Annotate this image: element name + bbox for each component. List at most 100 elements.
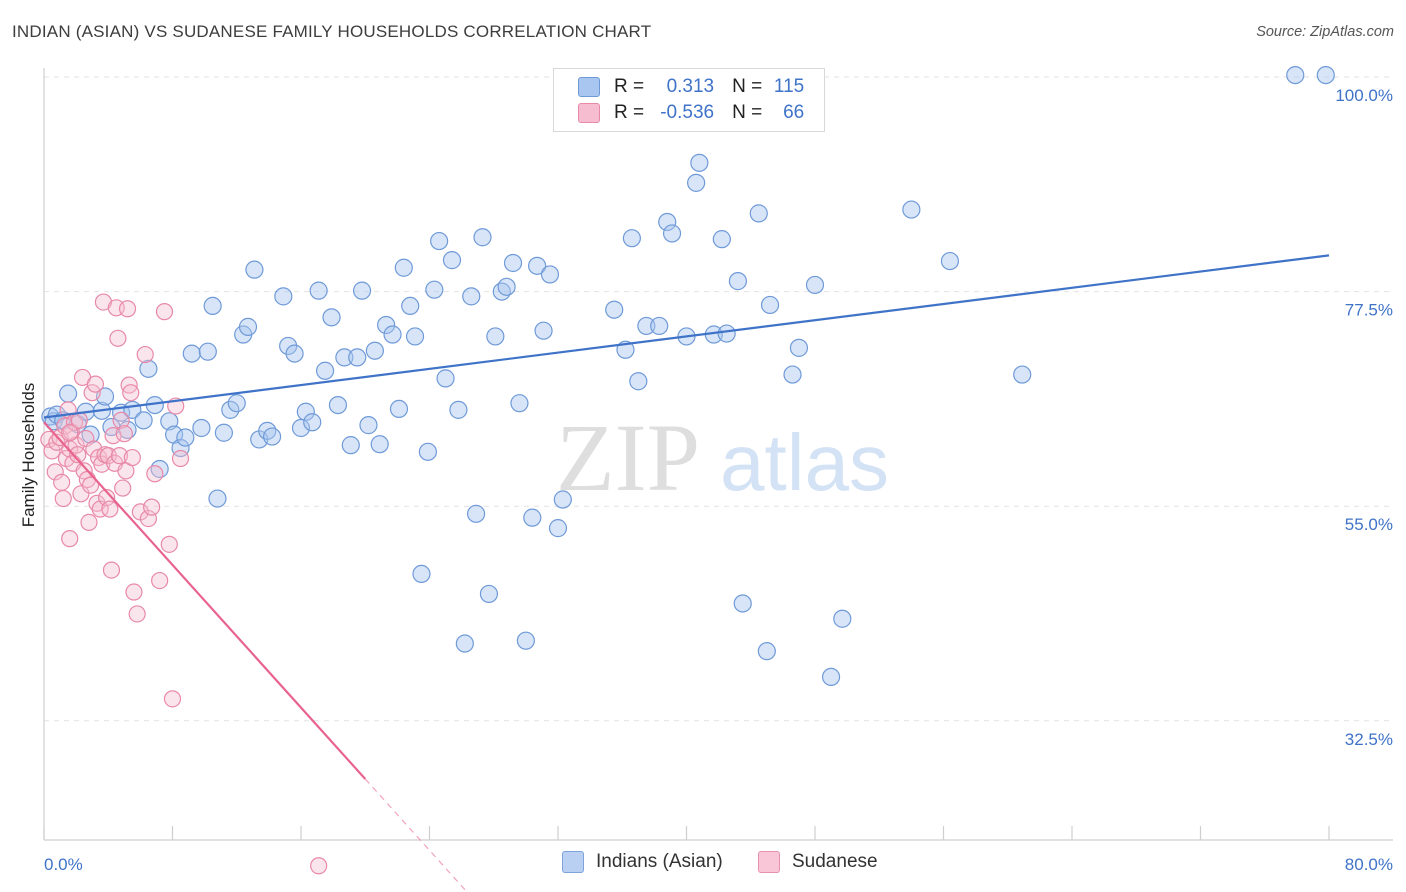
point-indians-asian	[58, 384, 78, 403]
point-indians-asian	[274, 287, 293, 306]
trend-line-sudanese	[43, 421, 367, 780]
point-indians-asian	[534, 321, 553, 340]
bottom-legend-label-indians: Indians (Asian)	[596, 851, 723, 872]
point-indians-asian	[377, 315, 396, 335]
point-indians-asian	[629, 372, 648, 391]
x-tick-label-min: 0.0%	[44, 855, 83, 874]
trend-line-indians-asian	[43, 254, 1330, 419]
point-sudanese	[80, 513, 98, 532]
point-sudanese	[61, 530, 79, 548]
point-sudanese	[310, 857, 328, 875]
y-tick-label: 100.0%	[1335, 86, 1393, 105]
point-indians-asian	[365, 341, 384, 360]
point-sudanese	[171, 449, 190, 468]
point-indians-asian	[227, 394, 246, 413]
point-sudanese	[110, 447, 129, 465]
point-indians-asian	[760, 295, 780, 315]
point-indians-asian	[309, 281, 328, 300]
point-indians-asian	[479, 584, 499, 604]
point-sudanese	[125, 583, 143, 601]
point-indians-asian	[728, 272, 748, 291]
point-indians-asian	[712, 230, 731, 249]
bottom-legend-sudanese: Sudanese	[758, 851, 878, 873]
point-indians-asian	[221, 400, 240, 419]
point-indians-asian	[405, 327, 425, 346]
point-indians-asian	[182, 344, 201, 363]
point-sudanese	[61, 424, 79, 442]
point-indians-asian	[322, 308, 341, 327]
legend-swatch-indians	[578, 77, 600, 97]
y-tick-label: 77.5%	[1345, 301, 1393, 320]
point-indians-asian	[717, 324, 736, 343]
y-tick-label: 32.5%	[1345, 730, 1393, 749]
point-indians-asian	[455, 634, 474, 653]
point-indians-asian	[430, 231, 449, 251]
bottom-legend-swatch-indians	[562, 851, 584, 873]
grid-lines	[44, 76, 1393, 722]
point-indians-asian	[418, 442, 437, 461]
point-sudanese	[46, 463, 64, 481]
point-indians-asian	[258, 421, 277, 440]
point-indians-asian	[203, 296, 222, 315]
point-indians-asian	[503, 253, 523, 273]
point-indians-asian	[150, 459, 169, 479]
point-indians-asian	[1013, 365, 1032, 384]
point-indians-asian	[462, 287, 481, 306]
point-sudanese	[101, 500, 119, 518]
point-sudanese	[81, 476, 100, 494]
point-indians-asian	[160, 412, 179, 431]
point-indians-asian	[805, 275, 825, 295]
point-indians-asian	[473, 228, 492, 247]
trend-lines	[43, 254, 1330, 892]
point-indians-asian	[192, 418, 211, 438]
point-indians-asian	[389, 399, 409, 419]
point-sudanese	[128, 605, 146, 623]
point-indians-asian	[605, 300, 624, 319]
point-sudanese	[118, 300, 137, 318]
y-tick-label: 55.0%	[1345, 515, 1393, 534]
point-sudanese	[136, 345, 154, 364]
watermark-zip: ZIP	[556, 404, 700, 511]
point-sudanese	[93, 455, 111, 473]
point-sudanese	[54, 489, 72, 508]
point-sudanese	[123, 448, 141, 467]
x-ticks	[43, 826, 1330, 840]
bottom-legend-indians: Indians (Asian)	[562, 851, 723, 873]
point-indians-asian	[662, 224, 682, 243]
point-sudanese	[43, 442, 61, 460]
point-indians-asian	[352, 281, 372, 300]
point-indians-asian	[510, 394, 529, 413]
point-indians-asian	[637, 316, 656, 336]
series-sudanese	[40, 293, 328, 875]
point-indians-asian	[516, 631, 535, 650]
y-axis-label: Family Households	[19, 383, 38, 528]
point-indians-asian	[134, 411, 153, 430]
point-indians-asian	[528, 256, 547, 275]
point-indians-asian	[940, 251, 960, 271]
point-indians-asian	[749, 204, 768, 223]
point-indians-asian	[902, 200, 921, 219]
point-indians-asian	[497, 277, 516, 296]
legend-n-value: 66	[783, 102, 805, 123]
legend-r-label: R =	[614, 102, 645, 123]
point-indians-asian	[757, 642, 776, 661]
point-indians-asian	[348, 348, 367, 367]
bottom-legend-swatch-sudanese	[758, 851, 780, 873]
point-indians-asian	[208, 489, 227, 508]
point-indians-asian	[789, 338, 809, 357]
point-indians-asian	[95, 387, 115, 406]
series-indians-asian	[41, 65, 1335, 687]
point-indians-asian	[1286, 65, 1305, 85]
legend-swatch-sudanese	[578, 103, 600, 123]
watermark-atlas: atlas	[720, 418, 889, 507]
point-indians-asian	[425, 280, 444, 299]
point-indians-asian	[279, 336, 298, 356]
point-indians-asian	[315, 361, 335, 380]
point-indians-asian	[214, 423, 233, 442]
point-indians-asian	[466, 504, 486, 523]
point-sudanese	[114, 479, 132, 497]
point-sudanese	[143, 498, 161, 516]
point-indians-asian	[401, 296, 420, 315]
chart-source: Source: ZipAtlas.com	[1256, 24, 1394, 40]
